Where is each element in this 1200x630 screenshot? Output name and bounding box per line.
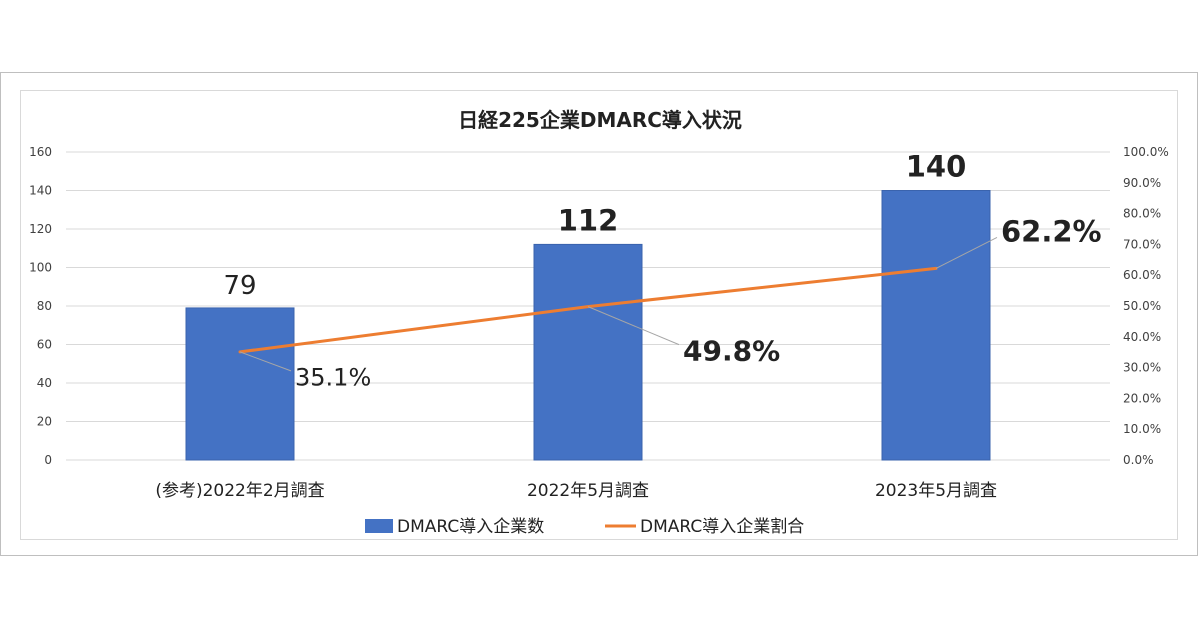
right-tick-label: 50.0%: [1123, 299, 1161, 313]
bar-data-label: 79: [223, 271, 256, 301]
right-tick-label: 60.0%: [1123, 268, 1161, 282]
bar: [533, 243, 643, 461]
left-tick-label: 20: [37, 415, 52, 429]
bar: [881, 190, 991, 461]
legend: DMARC導入企業数 DMARC導入企業割合: [365, 517, 804, 537]
right-tick-label: 10.0%: [1123, 422, 1161, 436]
x-axis: (参考)2022年2月調査 2022年5月調査 2023年5月調査: [155, 481, 997, 501]
left-tick-label: 160: [29, 145, 52, 159]
chart-area-border: [20, 90, 1178, 540]
right-tick-label: 20.0%: [1123, 391, 1161, 405]
left-tick-label: 40: [37, 376, 52, 390]
left-tick-label: 120: [29, 222, 52, 236]
left-tick-label: 60: [37, 338, 52, 352]
bar-series: [185, 190, 991, 461]
right-tick-label: 40.0%: [1123, 330, 1161, 344]
right-axis: 0.0% 10.0% 20.0% 30.0% 40.0% 50.0% 60.0% 70.0% 8…: [1123, 145, 1169, 467]
chart-outer-frame: [0, 72, 1198, 556]
right-tick-label: 70.0%: [1123, 237, 1161, 251]
category-label: (参考)2022年2月調査: [155, 481, 324, 501]
left-tick-label: 0: [44, 453, 52, 467]
right-tick-label: 80.0%: [1123, 207, 1161, 221]
chart-title: 日経225企業DMARC導入状況: [458, 108, 742, 132]
line-series-path: [238, 266, 938, 354]
legend-bar-swatch: [365, 519, 393, 533]
category-label: 2022年5月調査: [527, 481, 649, 501]
line-data-label: 62.2%: [1001, 215, 1102, 249]
bar-data-label: 140: [906, 150, 967, 184]
bar: [185, 307, 295, 461]
data-labels: 79 112 140 35.1% 49.8% 62.2%: [223, 150, 1101, 392]
legend-line-label: DMARC導入企業割合: [640, 517, 804, 537]
line-data-label: 35.1%: [295, 363, 371, 391]
bar-data-label: 112: [558, 203, 619, 237]
left-tick-label: 100: [29, 261, 52, 275]
line-series: [238, 236, 998, 372]
left-axis: 0 20 40 60 80 100 120 140 160: [29, 145, 52, 467]
line-data-label: 49.8%: [683, 334, 780, 367]
right-tick-label: 0.0%: [1123, 453, 1154, 467]
left-tick-label: 80: [37, 299, 52, 313]
category-label: 2023年5月調査: [875, 481, 997, 501]
leader-line: [935, 236, 998, 269]
right-tick-label: 100.0%: [1123, 145, 1169, 159]
left-tick-label: 140: [29, 184, 52, 198]
leader-line: [239, 351, 292, 372]
leader-line: [587, 306, 680, 346]
legend-bar-label: DMARC導入企業数: [397, 517, 544, 537]
right-tick-label: 90.0%: [1123, 176, 1161, 190]
right-tick-label: 30.0%: [1123, 361, 1161, 375]
